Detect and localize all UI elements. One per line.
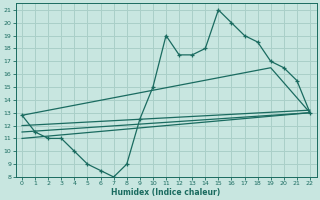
X-axis label: Humidex (Indice chaleur): Humidex (Indice chaleur) <box>111 188 221 197</box>
